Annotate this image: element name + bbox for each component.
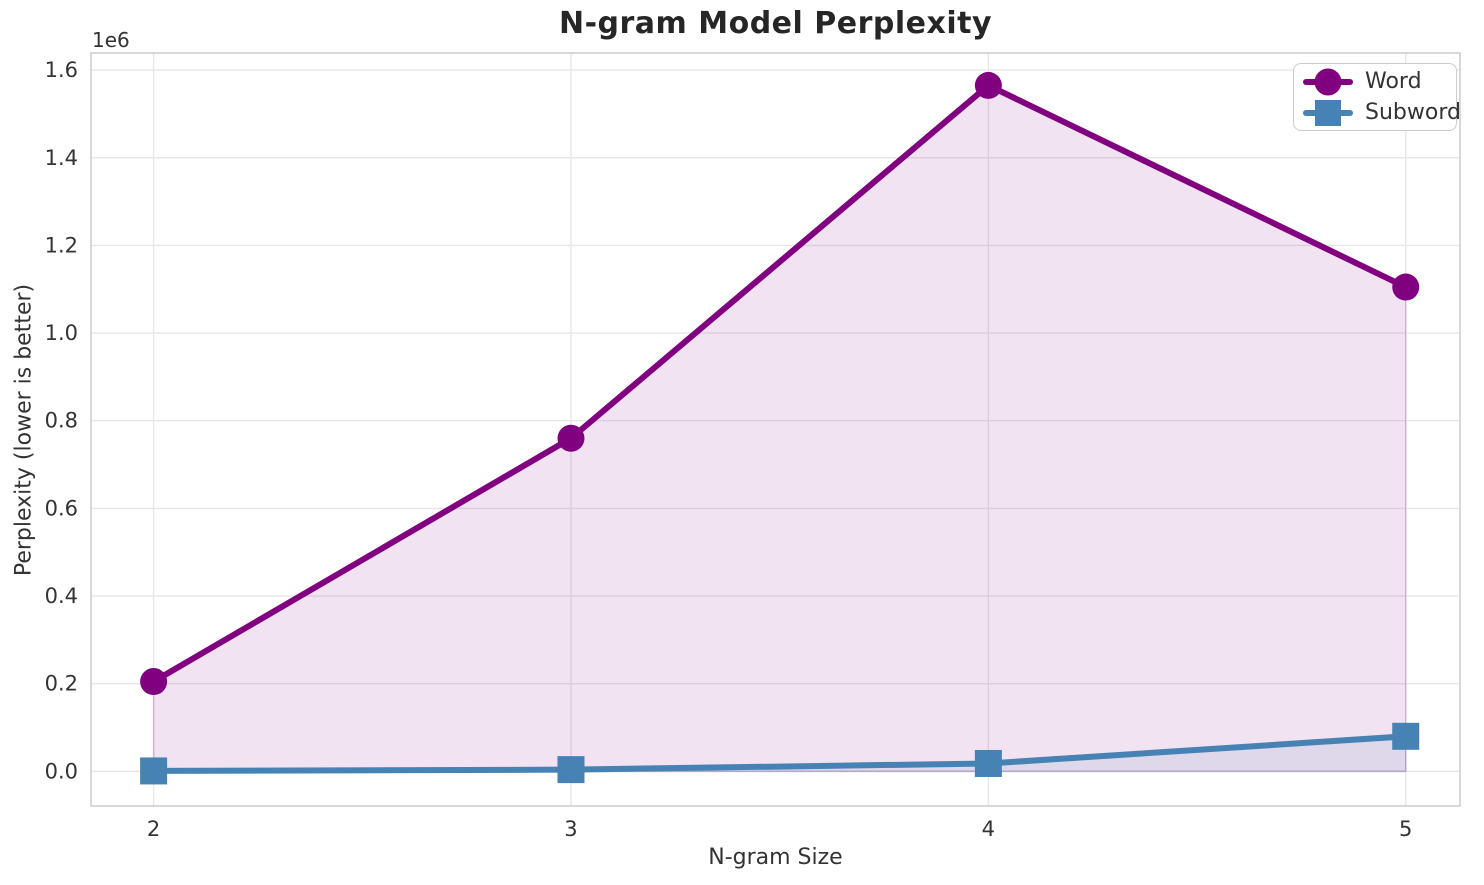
y-tick-label: 0.4 (45, 584, 78, 608)
y-tick-label: 0.6 (45, 496, 78, 520)
chart-title: N-gram Model Perplexity (558, 6, 993, 41)
legend-label-subword: Subword (1365, 100, 1461, 125)
word-legend-marker (1303, 68, 1353, 96)
subword-legend-marker (1303, 99, 1353, 127)
x-tick-label: 2 (147, 817, 160, 841)
legend-item-subword: Subword (1303, 97, 1461, 128)
subword-marker (1392, 722, 1420, 750)
subword-marker (974, 749, 1002, 777)
y-tick-label: 1.6 (45, 58, 78, 82)
word-fill-area (152, 84, 1407, 773)
x-tick-label: 4 (982, 817, 995, 841)
y-axis-label: Perplexity (lower is better) (11, 283, 37, 577)
y-tick-label: 0.8 (45, 409, 78, 433)
x-tick-label: 3 (564, 817, 577, 841)
legend-label-word: Word (1365, 69, 1422, 94)
word-line (150, 82, 1409, 685)
y-tick-label: 1.2 (45, 233, 78, 257)
y-tick-label: 0.0 (45, 759, 78, 783)
x-tick-label: 5 (1399, 817, 1412, 841)
y-tick-label: 1.4 (45, 146, 78, 170)
word-marker (557, 424, 585, 452)
word-marker (974, 71, 1002, 99)
y-axis-offset-text: 1e6 (92, 28, 130, 52)
word-marker (140, 668, 168, 696)
x-axis-label: N-gram Size (708, 845, 843, 870)
y-tick-label: 1.0 (45, 321, 78, 345)
subword-marker (557, 756, 585, 784)
y-tick-label: 0.2 (45, 672, 78, 696)
word-marker (1392, 273, 1420, 301)
subword-line (150, 733, 1409, 774)
legend-item-word: Word (1303, 66, 1456, 97)
legend: Word Subword (1293, 63, 1461, 131)
subword-marker (140, 757, 168, 785)
plot-border (90, 52, 1461, 807)
